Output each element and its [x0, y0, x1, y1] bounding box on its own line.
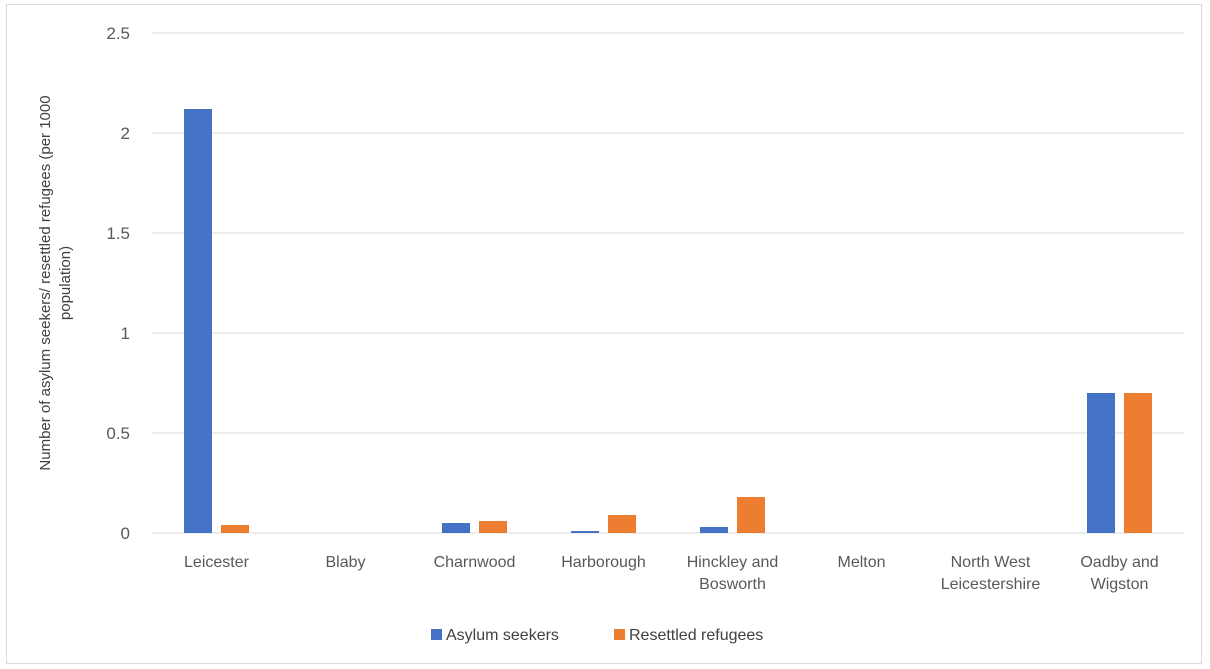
- x-category-label: Leicester: [184, 554, 250, 571]
- legend-swatch: [614, 629, 625, 640]
- bar-asylum-seekers: [571, 531, 599, 533]
- bar-resettled-refugees: [221, 525, 249, 533]
- x-category-label: Harborough: [561, 554, 646, 571]
- x-category-label: Wigston: [1091, 576, 1149, 593]
- y-axis-label-line: Number of asylum seekers/ resettled refu…: [37, 95, 54, 470]
- bar-asylum-seekers: [700, 527, 728, 533]
- y-tick-label: 2: [121, 124, 130, 143]
- y-axis-label: Number of asylum seekers/ resettled refu…: [37, 95, 74, 470]
- y-tick-label: 0: [121, 524, 130, 543]
- bars: [184, 109, 1152, 533]
- y-tick-label: 0.5: [106, 424, 130, 443]
- x-category-label: Hinckley and: [687, 554, 779, 571]
- bar-resettled-refugees: [608, 515, 636, 533]
- x-category-label: Oadby and: [1080, 554, 1158, 571]
- bar-resettled-refugees: [737, 497, 765, 533]
- bar-resettled-refugees: [1124, 393, 1152, 533]
- x-category-label: Bosworth: [699, 576, 766, 593]
- legend-swatch: [431, 629, 442, 640]
- legend-label: Resettled refugees: [629, 627, 763, 644]
- bar-asylum-seekers: [442, 523, 470, 533]
- y-tick-label: 2.5: [106, 24, 130, 43]
- bar-asylum-seekers: [184, 109, 212, 533]
- x-category-label: Blaby: [325, 554, 365, 571]
- x-category-label: North West: [951, 554, 1031, 571]
- bar-asylum-seekers: [1087, 393, 1115, 533]
- x-category-label: Leicestershire: [941, 576, 1041, 593]
- y-axis-ticks: 0 0.5 1 1.5 2 2.5: [106, 24, 130, 543]
- y-tick-label: 1: [121, 324, 130, 343]
- legend-label: Asylum seekers: [446, 627, 559, 644]
- y-tick-label: 1.5: [106, 224, 130, 243]
- y-axis-label-line: population): [57, 246, 74, 320]
- x-axis-categories: Leicester Blaby Charnwood Harborough Hinckle…: [184, 554, 1159, 593]
- bar-resettled-refugees: [479, 521, 507, 533]
- x-category-label: Melton: [837, 554, 885, 571]
- gridlines: [152, 32, 1184, 534]
- legend: Asylum seekers Resettled refugees: [431, 627, 763, 644]
- x-category-label: Charnwood: [434, 554, 516, 571]
